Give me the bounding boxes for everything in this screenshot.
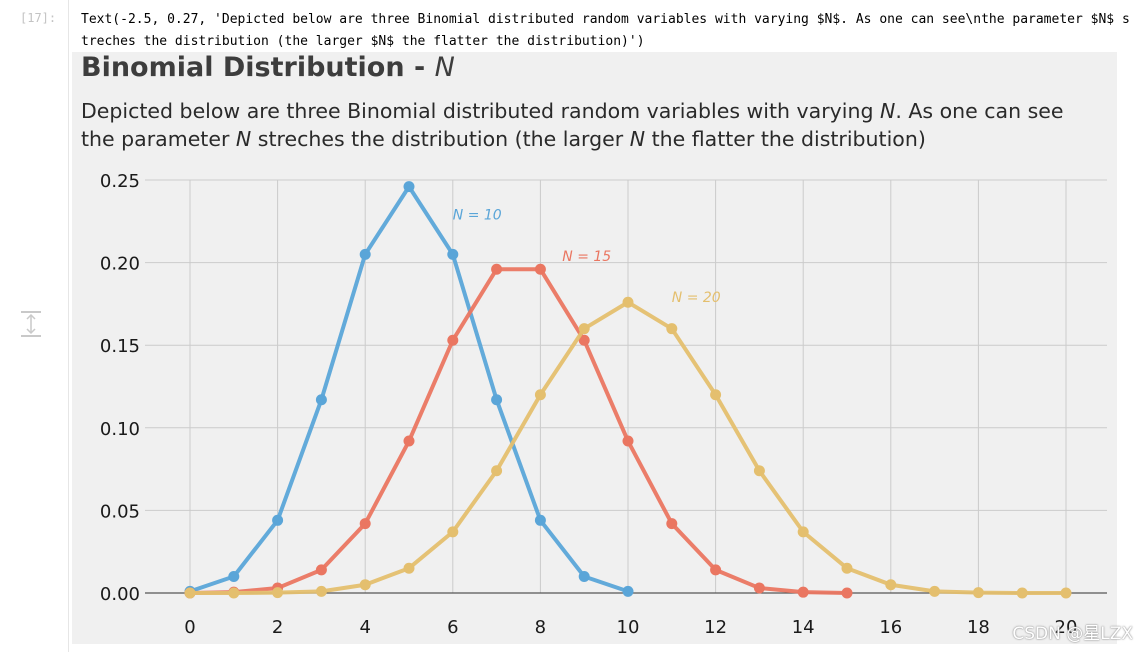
- series-line-0: [188, 184, 630, 594]
- series-point-1: [447, 334, 459, 346]
- cell-prompt-gutter[interactable]: [17]:: [0, 0, 69, 652]
- subtitle-part: . As one can see the parameter: [81, 99, 1064, 151]
- line-chart: 0 2 4 6 8 10 12 14 16 18 20 0.00 0.05 0.10 0.15 0.20 0.2…: [100, 171, 1107, 638]
- series-point-1: [359, 518, 371, 530]
- x-tick-label: 18: [967, 617, 990, 638]
- subtitle-symbol: N: [629, 127, 646, 151]
- series-point-0: [403, 181, 415, 193]
- series-point-2: [228, 587, 240, 599]
- series-point-2: [403, 562, 415, 574]
- x-tick-label: 4: [359, 617, 370, 638]
- figure-title-symbol: N: [434, 52, 455, 83]
- series-label-0: N = 10: [453, 208, 502, 224]
- series-label-2: N = 20: [672, 290, 721, 306]
- execution-count: [17]:: [20, 11, 57, 25]
- series-point-2: [578, 323, 590, 335]
- series-point-2: [534, 389, 546, 401]
- series-point-1: [403, 435, 415, 447]
- figure-title: Binomial Distribution - N: [81, 52, 455, 83]
- series-point-2: [622, 296, 634, 308]
- figure-output: Binomial Distribution - N Depicted below…: [72, 52, 1117, 644]
- figure-title-text: Binomial Distribution -: [81, 52, 435, 83]
- series-point-2: [447, 526, 459, 538]
- series-point-2: [1016, 587, 1028, 599]
- series-point-0: [534, 514, 546, 526]
- subtitle-part: streches the distribution (the larger: [251, 127, 630, 151]
- series-point-2: [929, 585, 941, 597]
- series-label-1: N = 15: [562, 249, 611, 265]
- y-tick-label: 0.05: [100, 501, 140, 522]
- series-point-1: [753, 582, 765, 594]
- x-tick-label: 16: [879, 617, 902, 638]
- x-tick-label: 2: [272, 617, 283, 638]
- subtitle-symbol: N: [880, 99, 896, 123]
- series-point-1: [841, 587, 853, 599]
- x-tick-label: 0: [184, 617, 195, 638]
- series-point-1: [797, 586, 809, 598]
- figure-subtitle: Depicted below are three Binomial distri…: [81, 97, 1101, 153]
- series-point-1: [666, 518, 678, 530]
- series-point-2: [841, 562, 853, 574]
- x-tick-label: 12: [704, 617, 727, 638]
- x-tick-label: 14: [792, 617, 815, 638]
- series-point-2: [272, 587, 284, 599]
- y-tick-label: 0.20: [100, 254, 140, 275]
- series-point-1: [710, 564, 722, 576]
- x-tick-label: 6: [447, 617, 458, 638]
- subtitle-part: Depicted below are three Binomial distri…: [81, 99, 880, 123]
- series-point-1: [491, 263, 503, 275]
- series-point-1: [622, 435, 634, 447]
- x-tick-label: 10: [617, 617, 640, 638]
- series-point-2: [797, 526, 809, 538]
- series-point-0: [491, 394, 503, 406]
- y-tick-label: 0.25: [100, 171, 140, 192]
- series-point-0: [359, 248, 371, 260]
- series-line-1: [188, 267, 849, 595]
- subtitle-part: the flatter the distribution): [645, 127, 926, 151]
- series-point-0: [272, 514, 284, 526]
- series-point-1: [578, 334, 590, 346]
- series-point-2: [1060, 587, 1072, 599]
- series-point-0: [578, 570, 590, 582]
- series-point-2: [753, 465, 765, 477]
- series-point-2: [972, 587, 984, 599]
- series-point-0: [622, 585, 634, 597]
- series-point-2: [359, 579, 371, 591]
- series-point-2: [315, 585, 327, 597]
- series-point-1: [315, 564, 327, 576]
- cell-output-text: Text(-2.5, 0.27, 'Depicted below are thr…: [81, 12, 1130, 49]
- series-point-2: [666, 323, 678, 335]
- series-point-2: [184, 587, 196, 599]
- series-point-1: [534, 263, 546, 275]
- series-point-0: [447, 248, 459, 260]
- series-point-0: [228, 570, 240, 582]
- y-tick-label: 0.15: [100, 336, 140, 357]
- series-point-2: [491, 465, 503, 477]
- y-tick-label: 0.00: [100, 584, 140, 605]
- series-point-0: [315, 394, 327, 406]
- x-tick-label: 20: [1055, 617, 1078, 638]
- collapse-output-icon[interactable]: [20, 311, 42, 337]
- watermark: CSDN @星LZX: [1012, 624, 1133, 644]
- series-point-2: [885, 579, 897, 591]
- subtitle-symbol: N: [235, 127, 252, 151]
- x-tick-label: 8: [535, 617, 546, 638]
- y-tick-label: 0.10: [100, 419, 140, 440]
- series-point-2: [710, 389, 722, 401]
